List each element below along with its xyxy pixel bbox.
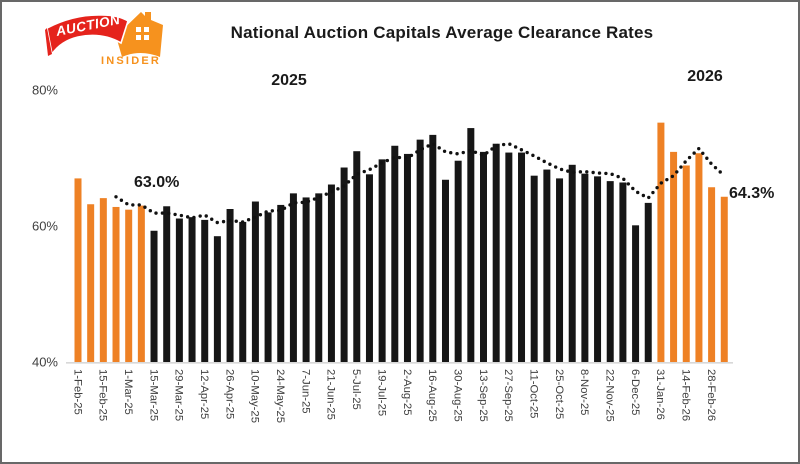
bar: [277, 204, 285, 362]
x-tick-label: 21-Jun-25: [325, 369, 337, 420]
bar: [365, 174, 373, 362]
bar: [327, 184, 335, 362]
x-tick-label: 28-Feb-26: [705, 369, 717, 421]
x-tick-label: 16-Aug-25: [426, 369, 438, 422]
bar: [125, 209, 133, 362]
bar: [467, 128, 475, 362]
auction-insider-logo: AUCTION INSIDER: [45, 12, 163, 67]
bar: [289, 193, 297, 362]
x-tick-label: 15-Mar-25: [147, 369, 159, 421]
x-tick-label: 29-Mar-25: [173, 369, 185, 421]
x-tick-label: 6-Dec-25: [629, 369, 641, 415]
x-tick-label: 2-Aug-25: [401, 369, 413, 415]
bar: [581, 173, 589, 362]
x-tick-label: 22-Nov-25: [603, 369, 615, 422]
x-tick-label: 25-Oct-25: [553, 369, 565, 419]
year-label-2025: 2025: [271, 72, 307, 89]
annotation-start-value: 63.0%: [134, 174, 180, 191]
x-tick-label: 5-Jul-25: [350, 369, 362, 410]
bar: [175, 218, 183, 362]
bar: [543, 169, 551, 362]
bar: [657, 122, 665, 362]
x-tick-label: 26-Apr-25: [223, 369, 235, 419]
bar: [315, 193, 323, 362]
bar: [480, 151, 487, 362]
bar: [606, 181, 614, 362]
x-tick-label: 10-May-25: [249, 369, 261, 423]
bar: [619, 182, 627, 362]
bar: [353, 151, 361, 362]
bar: [632, 225, 640, 362]
bar: [391, 145, 399, 362]
bar: [708, 187, 716, 362]
bar: [87, 204, 95, 362]
x-tick-label: 7-Jun-25: [299, 369, 311, 414]
x-tick-label: 13-Sep-25: [477, 369, 489, 422]
bar: [695, 153, 703, 362]
bar: [518, 152, 526, 362]
bar: [340, 167, 348, 362]
y-tick-label: 80%: [32, 83, 58, 98]
bar: [201, 219, 209, 362]
logo-insider-text: INSIDER: [101, 55, 161, 67]
bar: [403, 153, 411, 362]
bar: [150, 230, 158, 362]
bar: [239, 221, 247, 362]
bar: [264, 212, 272, 362]
house-icon: [116, 12, 163, 57]
x-tick-label: 24-May-25: [274, 369, 286, 423]
bar: [454, 160, 462, 362]
bar: [682, 165, 690, 362]
bar: [530, 175, 538, 362]
bar: [163, 206, 171, 362]
y-tick-label: 40%: [32, 355, 58, 370]
bar: [137, 205, 145, 362]
x-tick-label: 8-Nov-25: [578, 369, 590, 415]
bar: [416, 139, 424, 362]
x-tick-label: 30-Aug-25: [451, 369, 463, 422]
bar: [378, 159, 386, 362]
bar: [492, 143, 500, 362]
year-label-2026: 2026: [687, 68, 723, 85]
x-tick-label: 14-Feb-26: [680, 369, 692, 421]
bar: [556, 178, 564, 362]
bar: [644, 202, 652, 362]
x-tick-label: 19-Jul-25: [375, 369, 387, 416]
bar: [429, 134, 437, 362]
x-tick-label: 1-Feb-25: [71, 369, 83, 415]
bar: [441, 179, 449, 362]
bar: [213, 236, 221, 362]
bar: [226, 209, 234, 362]
x-tick-label: 27-Sep-25: [502, 369, 514, 422]
x-tick-label: 1-Mar-25: [122, 369, 134, 415]
bar: [594, 176, 602, 362]
y-tick-label: 60%: [32, 219, 58, 234]
bar: [568, 164, 576, 362]
x-tick-label: 15-Feb-25: [97, 369, 109, 421]
trend-dotted-line: [114, 141, 726, 225]
bar: [112, 206, 120, 362]
bar: [99, 198, 107, 362]
bar: [74, 178, 82, 362]
bar: [670, 151, 678, 362]
bar: [505, 152, 513, 362]
bar: [302, 197, 310, 362]
chart-title: National Auction Capitals Average Cleara…: [230, 23, 654, 42]
x-tick-label: 12-Apr-25: [198, 369, 210, 419]
annotation-end-value: 64.3%: [729, 185, 775, 202]
x-tick-label: 31-Jan-26: [654, 369, 666, 420]
bar: [251, 201, 259, 362]
bar: [720, 196, 728, 362]
bar: [188, 217, 196, 362]
x-tick-label: 11-Oct-25: [527, 369, 539, 418]
